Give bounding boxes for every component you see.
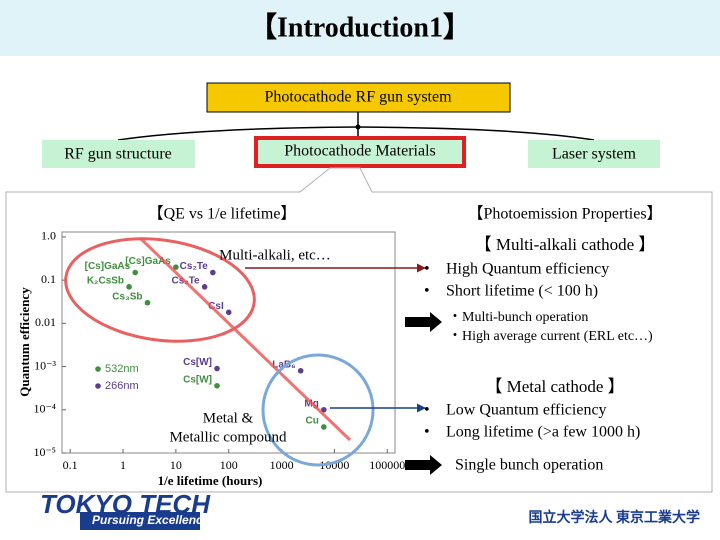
y-tick-label: 1.0 — [41, 229, 56, 243]
legend-label: 266nm — [105, 380, 139, 392]
result-arrow — [405, 312, 442, 332]
plot-frame — [61, 231, 396, 454]
point-label: Cs₂Te — [180, 261, 209, 272]
data-point — [214, 382, 220, 389]
child-label: Photocathode Materials — [284, 143, 436, 160]
data-point — [173, 264, 179, 270]
data-point — [214, 365, 220, 372]
institution: 国立大学法人 東京工業大学 — [529, 509, 701, 526]
point-label: [Cs]GaAs — [85, 261, 131, 272]
metal-ring — [261, 353, 375, 467]
data-point — [201, 284, 208, 290]
legend-marker — [95, 366, 101, 372]
point-label: Cs[W] — [183, 374, 212, 385]
x-axis-label: 1/e lifetime (hours) — [158, 473, 263, 488]
point-label: [Cs]GaAs — [125, 256, 171, 267]
y-tick-label: 10⁻⁵ — [33, 445, 56, 459]
x-tick-label: 1 — [120, 458, 126, 472]
slide-title: 【Introduction1】 — [249, 11, 471, 43]
result-arrow — [405, 455, 442, 475]
x-tick-label: 1000 — [270, 458, 294, 472]
plot: 0.1 1 10 100 1000 10000 100000 1.0 0.1 0.01 10⁻³ 10… — [33, 229, 405, 472]
point-label: CsI — [208, 301, 224, 312]
child-box — [528, 140, 660, 168]
x-tick-label: 100 — [220, 458, 238, 472]
result: ・High average current (ERL etc…) — [448, 329, 653, 344]
bullet-dot: • — [424, 424, 430, 441]
child-label: RF gun structure — [64, 146, 172, 163]
point-label: Cs₃Sb — [112, 291, 142, 302]
x-tick-label: 100000 — [369, 458, 405, 472]
x-tick-label: 0.1 — [63, 458, 78, 472]
root-box — [206, 82, 511, 113]
annotation: Multi-alkali, etc… — [219, 247, 331, 263]
junction — [355, 124, 361, 130]
x-tick-label: 10000 — [319, 458, 349, 472]
multi-alkali-ring — [64, 237, 256, 343]
y-axis-label: Quantum efficiency — [17, 287, 32, 397]
title-bar — [0, 0, 720, 56]
child-box — [42, 140, 195, 168]
bullet: Long lifetime (>a few 1000 h) — [446, 424, 640, 441]
bullet: Short lifetime (< 100 h) — [446, 283, 598, 300]
trend-line — [138, 236, 352, 442]
point-label: Cu — [305, 416, 318, 427]
point-label: Cs[W] — [183, 357, 212, 368]
result: ・Multi-bunch operation — [448, 310, 588, 325]
root-label: Photocathode RF gun system — [264, 89, 452, 106]
tagline: Pursuing Excellence — [92, 513, 210, 527]
section-heading: 【 Metal cathode 】 — [485, 377, 624, 396]
bullet: High Quantum efficiency — [446, 261, 609, 278]
data-point — [210, 269, 216, 276]
bullet-dot: • — [424, 261, 430, 278]
bullet: Low Quantum efficiency — [446, 402, 607, 419]
callout-panel — [5, 167, 713, 493]
y-tick-label: 10⁻⁴ — [33, 402, 56, 416]
bullet-dot: • — [424, 402, 430, 419]
legend-marker — [95, 383, 101, 389]
x-tick-label: 10 — [170, 458, 182, 472]
bullet-dot: • — [424, 283, 430, 300]
data-point — [321, 406, 327, 413]
data-point — [225, 309, 232, 316]
child-box-highlight — [254, 136, 466, 168]
y-tick-label: 10⁻³ — [34, 358, 56, 372]
point-label: K₂CsSb — [87, 275, 124, 286]
right-heading: 【Photoemission Properties】 — [467, 206, 662, 223]
left-heading: 【QE vs 1/e lifetime】 — [148, 206, 297, 223]
result: Single bunch operation — [455, 457, 603, 474]
y-tick-label: 0.01 — [35, 315, 56, 329]
annotation: Metal & — [203, 410, 254, 426]
data-point — [132, 269, 139, 276]
annotation: Metallic compound — [169, 429, 287, 445]
data-point — [144, 299, 151, 306]
data-point — [321, 424, 327, 430]
y-tick-label: 0.1 — [41, 272, 56, 286]
section-heading: 【 Multi-alkali cathode 】 — [475, 235, 656, 254]
tagline-bar — [80, 512, 200, 530]
data-point — [126, 284, 132, 290]
data-point — [297, 367, 304, 374]
legend-label: 532nm — [105, 363, 139, 375]
child-label: Laser system — [552, 146, 637, 163]
